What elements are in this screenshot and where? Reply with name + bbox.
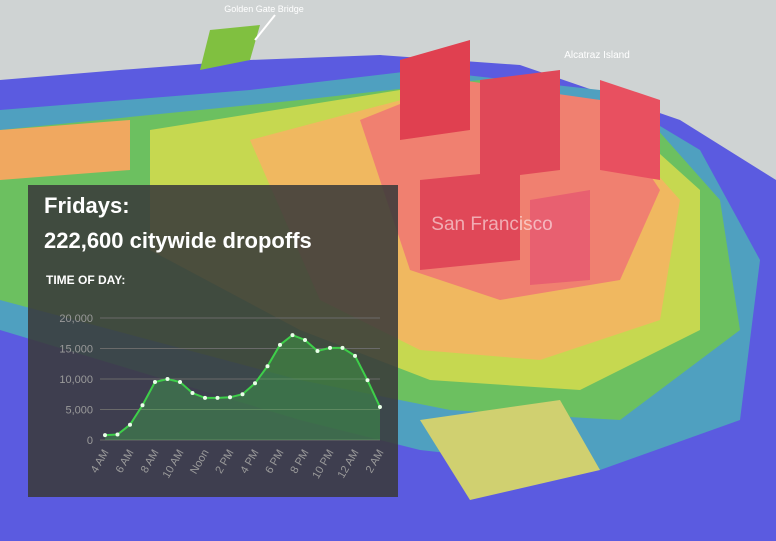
point <box>140 403 145 408</box>
y-tick-label: 15,000 <box>59 344 93 356</box>
point <box>203 395 207 400</box>
point <box>303 337 307 342</box>
point <box>165 377 170 381</box>
panel-subtitle: 222,600 citywide dropoffs <box>44 228 312 253</box>
point <box>103 433 107 438</box>
map-label: Golden Gate Bridge <box>224 4 304 14</box>
point <box>153 380 157 385</box>
point <box>315 348 320 353</box>
map-label: San Francisco <box>431 214 552 235</box>
point <box>265 364 270 369</box>
point <box>128 422 132 427</box>
y-tick-label: 10,000 <box>59 374 93 386</box>
point <box>178 380 182 385</box>
y-tick-label: 0 <box>87 435 93 447</box>
point <box>115 432 120 437</box>
area <box>105 335 380 440</box>
point <box>365 378 370 383</box>
panel-title: Fridays: <box>44 193 130 218</box>
point <box>353 353 357 358</box>
point <box>240 392 245 397</box>
point <box>253 381 257 386</box>
y-tick-label: 20,000 <box>59 313 93 325</box>
point <box>190 391 195 396</box>
point <box>278 342 282 347</box>
y-tick-label: 5,000 <box>65 405 93 417</box>
point <box>340 345 345 350</box>
point <box>328 345 332 350</box>
point <box>290 333 295 338</box>
chart-label: TIME OF DAY: <box>46 273 125 287</box>
point <box>378 405 382 410</box>
point <box>228 395 232 400</box>
point <box>215 395 220 400</box>
info-panel <box>28 185 398 497</box>
map-label: Alcatraz Island <box>564 50 630 61</box>
